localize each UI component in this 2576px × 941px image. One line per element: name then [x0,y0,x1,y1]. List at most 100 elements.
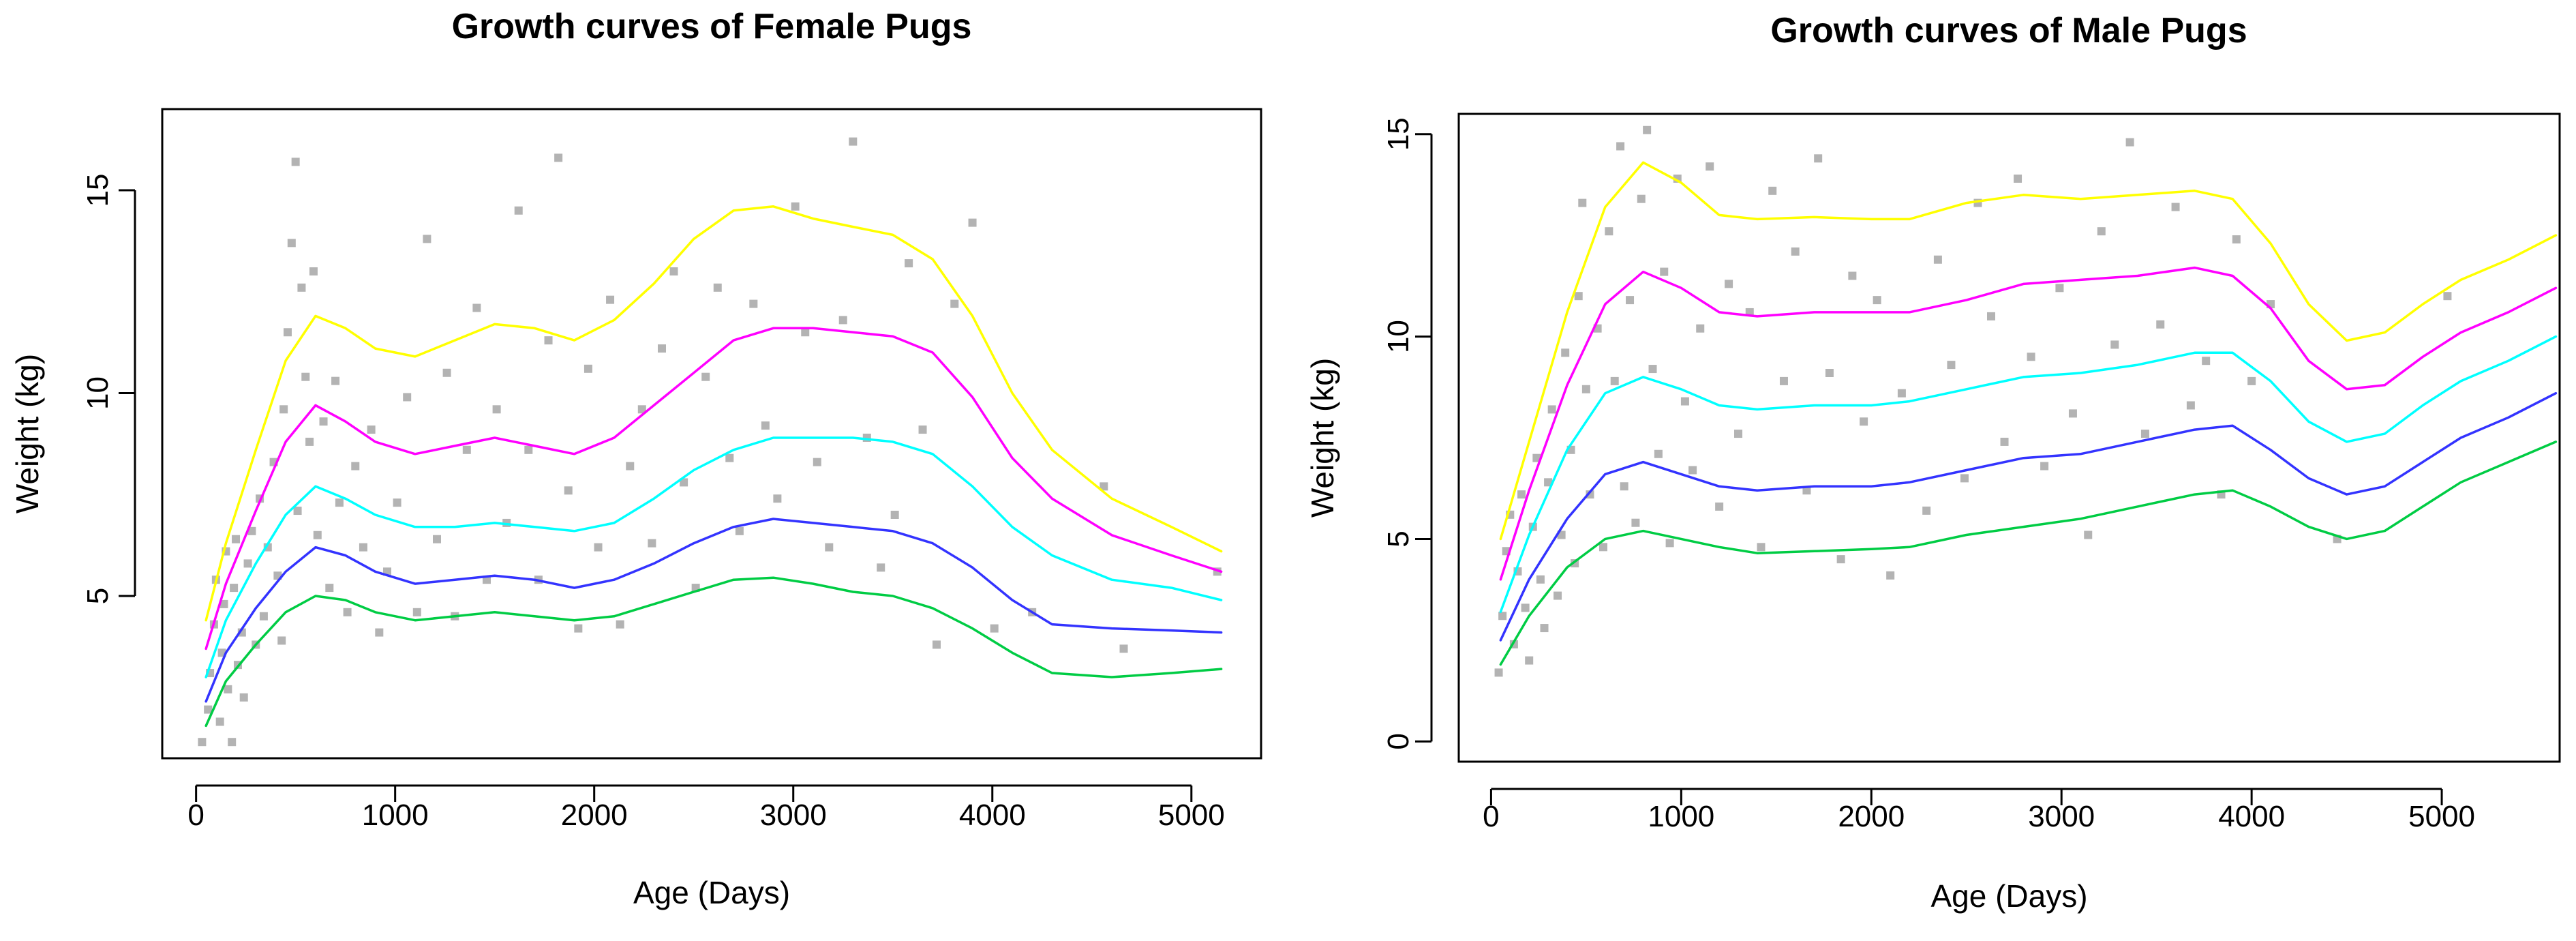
x-tick-label: 0 [187,798,204,832]
x-tick-label: 3000 [760,798,827,832]
scatter-point [331,376,340,385]
scatter-point [1637,194,1646,203]
y-tick-label: 15 [1382,117,1415,151]
scatter-point [2055,284,2064,293]
x-axis-label: Age (Days) [1930,878,2087,914]
scatter-point [412,608,421,616]
scatter-point [1498,612,1507,621]
scatter-point [2202,357,2211,365]
scatter-point [1654,449,1663,458]
scatter-point [228,738,237,747]
scatter-point [2027,353,2035,361]
scatter-point [433,535,441,543]
scatter-point [1616,142,1625,151]
scatter-point [1494,668,1503,677]
scatter-point [968,218,977,227]
scatter-point [2171,203,2180,211]
scatter-point [1525,656,1534,665]
scatter-point [1960,474,1969,483]
scatter-point [232,535,241,543]
scatter-point [1757,543,1766,552]
scatter-point [1933,255,1942,264]
x-tick-label: 4000 [2218,800,2285,833]
series-line-3 [1499,335,2558,614]
scatter-point [325,584,334,593]
scatter-point [293,507,302,516]
scatter-point [606,295,615,304]
scatter-point [1561,348,1570,357]
scatter-point [990,624,999,633]
scatter-point [247,526,256,535]
y-axis: 5 10 15 [81,174,136,604]
scatter-point [626,462,635,470]
scatter-point [773,494,782,503]
scatter-point [230,584,239,593]
scatter-point [1696,324,1705,333]
scatter-points [198,137,1222,747]
scatter-point [616,620,624,629]
scatter-point [669,267,678,275]
scatter-point [905,259,913,268]
scatter-point [219,599,228,608]
scatter-point [2000,437,2009,446]
scatter-point [918,425,927,434]
scatter-point [1547,405,1556,414]
scatter-point [313,531,322,539]
scatter-point [1665,539,1674,548]
scatter-point [243,559,252,568]
scatter-point [1873,296,1881,305]
y-tick-label: 5 [1382,531,1415,547]
scatter-point [375,628,384,637]
scatter-points [1494,125,2452,677]
scatter-point [204,705,213,714]
scatter-point [1897,389,1906,398]
scatter-point [1536,575,1545,584]
series-line-5 [204,576,1223,728]
scatter-point [2097,227,2106,236]
chart-panel-1: Growth curves of Female Pugs 0 1000 2000 300… [10,7,1262,910]
scatter-point [1610,376,1619,385]
series-line-4 [1499,391,2558,642]
scatter-point [1631,518,1640,527]
scatter-point [1626,296,1635,305]
scatter-point [1517,490,1526,499]
scatter-point [283,328,292,337]
x-tick-label: 4000 [959,798,1026,832]
scatter-point [1860,417,1868,426]
scatter-point [2232,235,2241,244]
series-line-2 [1499,266,2558,581]
scatter-point [564,486,573,495]
scatter-point [215,717,224,726]
scatter-point [637,405,646,414]
scatter-point [1802,486,1811,495]
scatter-point [554,153,563,162]
scatter-point [1532,453,1541,462]
series-line-5 [1499,440,2558,666]
scatter-point [198,738,207,747]
scatter-point [1540,624,1549,633]
scatter-point [305,437,314,446]
y-tick-label: 5 [81,588,115,604]
x-axis: 0 1000 2000 3000 4000 5000 [187,784,1225,832]
scatter-point [2247,376,2256,385]
scatter-point [442,368,451,377]
scatter-point [1521,603,1530,612]
scatter-point [1825,369,1834,377]
scatter-point [2040,462,2049,470]
scatter-point [2186,401,2195,410]
scatter-point [1688,466,1697,475]
scatter-point [343,608,352,616]
scatter-point [287,239,296,248]
scatter-point [657,344,666,353]
y-tick-label: 0 [1382,733,1415,749]
scatter-point [1706,162,1714,171]
scatter-point [309,267,318,275]
x-axis: 0 1000 2000 3000 4000 5000 [1483,788,2475,833]
y-tick-label: 10 [81,376,115,410]
scatter-point [890,511,899,519]
scatter-point [423,235,431,243]
scatter-point [1814,154,1823,163]
y-tick-label: 15 [81,174,115,207]
scatter-point [1648,365,1657,374]
